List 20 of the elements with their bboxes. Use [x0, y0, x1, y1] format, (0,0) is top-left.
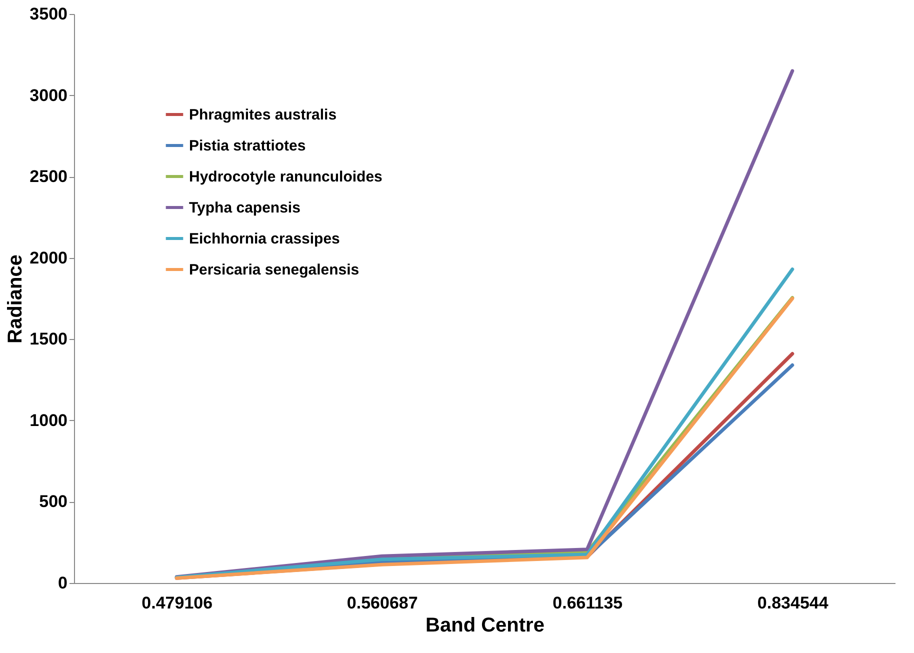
y-axis-title: Radiance: [4, 254, 27, 344]
y-tick-label: 1000: [30, 410, 68, 430]
legend-label: Eichhornia crassipes: [189, 230, 340, 248]
y-tick-label: 3000: [30, 86, 68, 105]
y-tick-label: 500: [39, 492, 68, 512]
legend-label: Hydrocotyle ranunculoides: [189, 168, 382, 186]
y-tick-label: 2500: [30, 167, 68, 186]
x-axis-title: Band Centre: [426, 614, 544, 636]
legend-label: Phragmites australis: [189, 106, 337, 124]
y-tick-label: 1500: [30, 330, 68, 349]
legend-label: Persicaria senegalensis: [189, 262, 360, 278]
legend-label: Pistia strattiotes: [189, 138, 306, 154]
x-tick-label: 0.661135: [552, 594, 623, 612]
y-tick-label: 2000: [30, 248, 68, 268]
y-tick-label: 0: [58, 574, 68, 592]
legend-label: Typha capensis: [189, 200, 300, 216]
x-tick-label: 0.834544: [757, 594, 829, 612]
x-tick-label: 0.479106: [142, 594, 213, 612]
y-tick-label: 3500: [30, 4, 68, 24]
x-tick-label: 0.560687: [346, 594, 418, 612]
